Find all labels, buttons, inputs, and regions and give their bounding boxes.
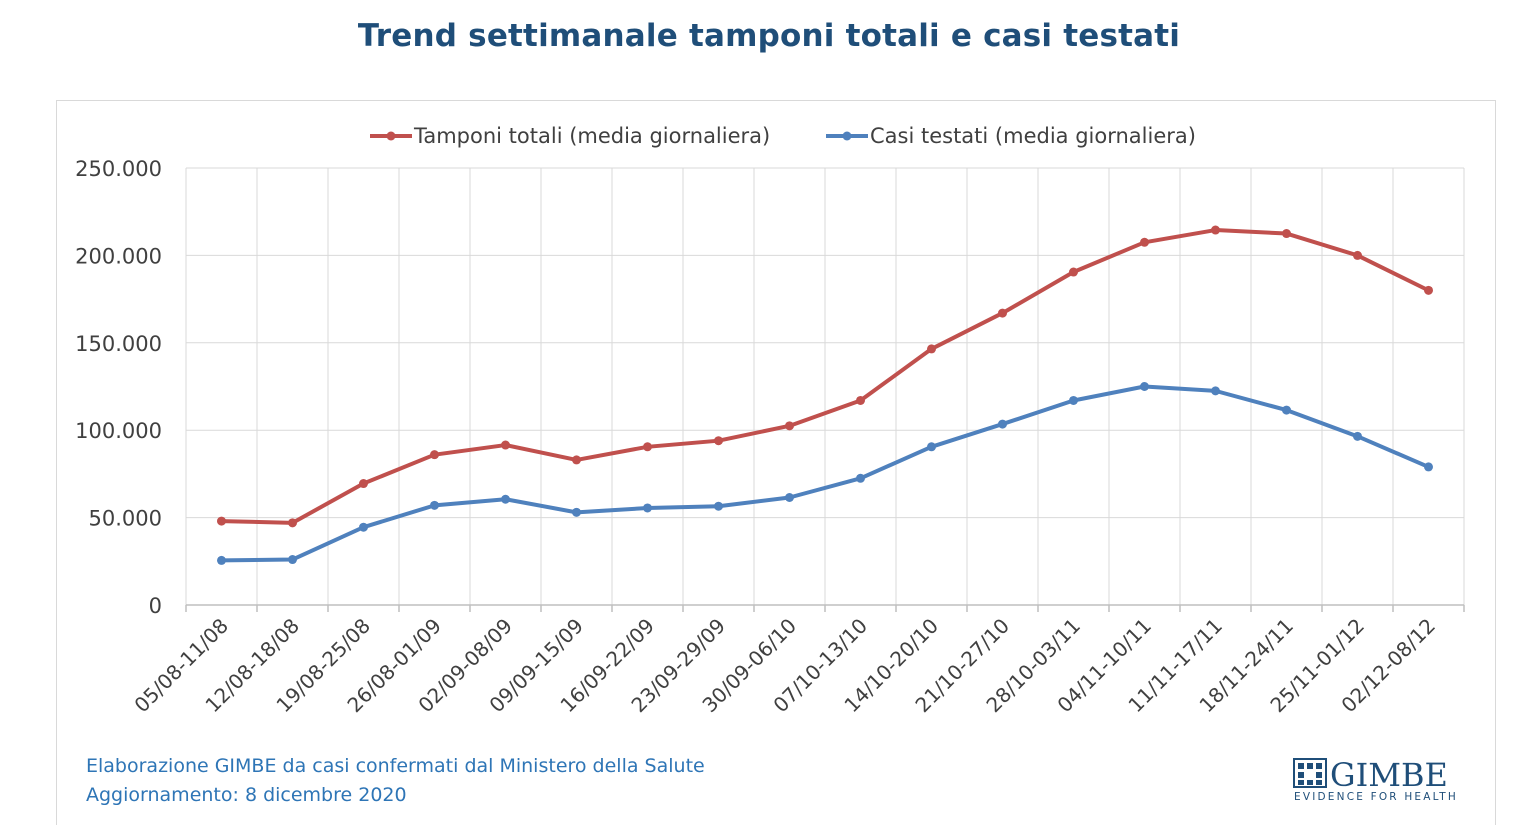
series-1-point: [1424, 462, 1433, 472]
y-tick-label: 200.000: [75, 244, 162, 268]
source-note: Elaborazione GIMBE da casi confermati da…: [86, 755, 705, 777]
series-line-1: [221, 384, 1430, 563]
series-0-point: [714, 436, 723, 446]
legend-label-0: Tamponi totali (media giornaliera): [413, 124, 770, 148]
chart-panel: [56, 100, 1496, 825]
series-0-point: [1282, 229, 1291, 239]
series-0-point: [217, 516, 226, 526]
series-1-point: [288, 555, 297, 565]
series-0-point: [856, 395, 865, 405]
series-0-point: [927, 344, 936, 354]
y-tick-label: 0: [149, 594, 162, 618]
series-1-point: [501, 494, 510, 504]
series-0-point: [1211, 225, 1220, 235]
series-1-point: [1282, 405, 1291, 415]
gimbe-logo: GIMBE EVIDENCE FOR HEALTH: [1292, 755, 1467, 809]
series-1-point: [856, 473, 865, 483]
series-1-point: [1211, 386, 1220, 396]
series-1-point: [998, 419, 1007, 429]
series-1-point: [572, 507, 581, 517]
series-0-point: [1424, 285, 1433, 295]
series-0-point: [501, 440, 510, 450]
series-0-point: [785, 421, 794, 431]
series-1-point: [785, 492, 794, 502]
y-tick-label: 150.000: [75, 332, 162, 356]
series-0-point: [288, 518, 297, 528]
chart-title: Trend settimanale tamponi totali e casi …: [357, 18, 1181, 54]
series-0-point: [1353, 250, 1362, 260]
series-0-point: [998, 308, 1007, 318]
update-note: Aggiornamento: 8 dicembre 2020: [86, 784, 407, 806]
y-tick-label: 250.000: [75, 157, 162, 181]
series-0-point: [1069, 267, 1078, 277]
svg-text:GIMBE: GIMBE: [1330, 756, 1448, 794]
y-tick-label: 100.000: [75, 419, 162, 443]
series-1-point: [643, 503, 652, 513]
y-tick-label: 50.000: [89, 507, 162, 531]
series-1-point: [1353, 431, 1362, 441]
series-1-point: [359, 522, 368, 532]
series-0-point: [643, 442, 652, 452]
series-0-point: [572, 455, 581, 465]
series-0-point: [359, 479, 368, 489]
series-1-point: [430, 500, 439, 510]
series-1-point: [1069, 395, 1078, 405]
series-1-point: [714, 501, 723, 511]
series-line-0: [221, 228, 1430, 525]
legend-marker-1: [842, 131, 852, 141]
gimbe-logo-icon: GIMBE EVIDENCE FOR HEALTH: [1293, 756, 1458, 803]
svg-text:EVIDENCE FOR HEALTH: EVIDENCE FOR HEALTH: [1294, 791, 1458, 803]
legend-marker-0: [386, 131, 396, 141]
series-0-point: [430, 450, 439, 460]
legend-label-1: Casi testati (media giornaliera): [870, 124, 1196, 148]
series-1-point: [927, 442, 936, 452]
series-0-point: [1140, 237, 1149, 247]
series-1-point: [217, 555, 226, 565]
series-1-point: [1140, 382, 1149, 391]
